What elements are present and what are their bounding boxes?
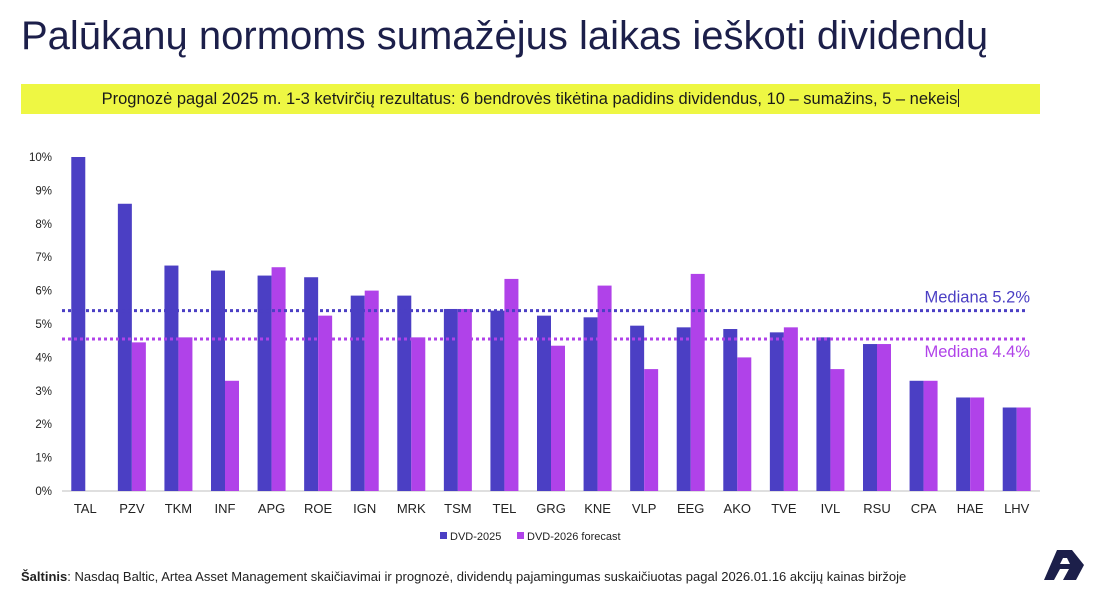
x-tick-label: CPA [911, 501, 937, 516]
bar-dvd-2026-forecast [551, 345, 565, 491]
bar-dvd-2025 [117, 203, 132, 491]
x-tick-label: EEG [677, 501, 704, 516]
x-tick-label: MRK [397, 501, 426, 516]
bar-dvd-2025 [1002, 407, 1017, 491]
bar-dvd-2025 [397, 295, 412, 491]
y-tick-label: 6% [35, 286, 52, 298]
median-label: Mediana 4.4% [925, 343, 1031, 361]
y-tick-label: 4% [35, 352, 52, 364]
subtitle-banner: Prognozė pagal 2025 m. 1-3 ketvirčių rez… [21, 84, 1040, 114]
legend-swatch [440, 532, 447, 539]
bar-dvd-2025 [909, 380, 924, 491]
x-tick-label: TSM [444, 501, 471, 516]
x-tick-label: APG [258, 501, 285, 516]
x-tick-label: HAE [957, 501, 984, 516]
bar-dvd-2025 [211, 270, 225, 491]
y-tick-label: 10% [29, 152, 52, 164]
x-tick-label: TAL [74, 501, 97, 516]
dividend-yield-chart: 0% 1% 2% 3% 4% 5% 6% 7% 8% 9% 10% TAL PZV TKM INF APG RO… [29, 152, 1040, 543]
bar-dvd-2026-forecast [318, 315, 333, 491]
source-text: : Nasdaq Baltic, Artea Asset Management … [67, 569, 907, 584]
bar-dvd-2025 [257, 275, 272, 491]
subtitle-text: Prognozė pagal 2025 m. 1-3 ketvirčių rez… [101, 90, 958, 108]
text-caret [958, 89, 960, 107]
x-tick-label: INF [215, 501, 236, 516]
legend-label: DVD-2025 [450, 531, 501, 543]
y-tick-label: 1% [35, 453, 52, 465]
source-label: Šaltinis [21, 569, 68, 584]
bar-dvd-2026-forecast [1016, 407, 1031, 491]
legend-label: DVD-2026 forecast [527, 531, 621, 543]
x-tick-label: ROE [304, 501, 333, 516]
bar-dvd-2025 [816, 337, 831, 491]
bar-dvd-2025 [676, 327, 691, 491]
x-tick-label: IGN [353, 501, 376, 516]
bar-dvd-2025 [490, 310, 505, 491]
median-label: Mediana 5.2% [925, 289, 1031, 307]
source-note: Šaltinis: Nasdaq Baltic, Artea Asset Man… [21, 569, 906, 584]
x-tick-label: RSU [863, 501, 890, 516]
x-tick-label: LHV [1004, 501, 1030, 516]
bar-dvd-2025 [350, 295, 365, 491]
bar-dvd-2025 [304, 277, 319, 491]
x-tick-label: KNE [584, 501, 611, 516]
bar-dvd-2026-forecast [411, 337, 426, 491]
bar-dvd-2026-forecast [271, 267, 286, 491]
bar-dvd-2026-forecast [504, 278, 519, 491]
legend-swatch [517, 532, 524, 539]
y-tick-label: 7% [35, 252, 52, 264]
x-tick-label: TVE [771, 501, 797, 516]
x-tick-label: TEL [493, 501, 517, 516]
bar-dvd-2026-forecast [178, 337, 193, 491]
bar-dvd-2026-forecast [830, 369, 845, 491]
y-tick-label: 8% [35, 219, 52, 231]
bar-dvd-2025 [443, 308, 458, 491]
bar-dvd-2026-forecast [131, 342, 146, 491]
bar-dvd-2026-forecast [364, 290, 379, 491]
bar-dvd-2026-forecast [225, 380, 239, 491]
bar-dvd-2026-forecast [737, 357, 752, 491]
bar-dvd-2025 [164, 265, 179, 491]
bar-dvd-2026-forecast [597, 285, 612, 491]
bar-dvd-2025 [863, 344, 877, 491]
bar-dvd-2026-forecast [644, 369, 659, 491]
bar-dvd-2025 [537, 315, 551, 491]
x-tick-label: IVL [821, 501, 841, 516]
y-tick-label: 9% [35, 185, 52, 197]
bar-dvd-2026-forecast [690, 273, 705, 491]
y-tick-label: 2% [35, 419, 52, 431]
y-tick-label: 0% [35, 486, 52, 498]
artea-logo-icon [1044, 550, 1084, 580]
x-tick-label: VLP [632, 501, 657, 516]
bar-dvd-2025 [71, 157, 86, 491]
bar-dvd-2025 [583, 317, 598, 491]
y-tick-label: 5% [35, 319, 52, 331]
x-tick-label: PZV [119, 501, 145, 516]
bar-dvd-2026-forecast [457, 308, 472, 491]
x-tick-label: TKM [165, 501, 192, 516]
y-tick-label: 3% [35, 386, 52, 398]
x-tick-label: GRG [536, 501, 566, 516]
bar-dvd-2026-forecast [923, 380, 938, 491]
x-tick-label: AKO [724, 501, 751, 516]
bar-dvd-2025 [956, 397, 971, 491]
bar-dvd-2025 [769, 332, 784, 491]
bar-dvd-2026-forecast [970, 397, 985, 491]
page-title: Palūkanų normoms sumažėjus laikas ieškot… [21, 14, 989, 58]
bar-dvd-2026-forecast [783, 327, 798, 491]
bar-dvd-2025 [723, 329, 738, 491]
bar-dvd-2025 [630, 325, 645, 491]
bar-dvd-2026-forecast [877, 344, 891, 491]
